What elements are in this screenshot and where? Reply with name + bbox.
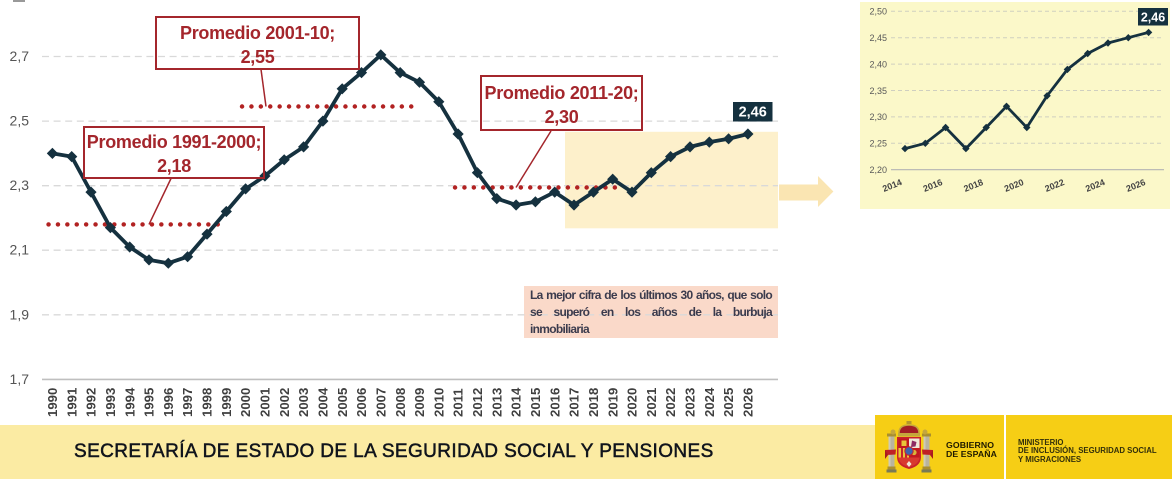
svg-text:2007: 2007 <box>373 388 388 417</box>
svg-text:2005: 2005 <box>335 388 350 417</box>
svg-text:2021: 2021 <box>644 388 659 417</box>
svg-text:2,20: 2,20 <box>869 165 887 175</box>
svg-text:2019: 2019 <box>605 388 620 417</box>
svg-text:1998: 1998 <box>200 388 215 417</box>
svg-text:2004: 2004 <box>316 387 331 417</box>
svg-text:2,25: 2,25 <box>869 139 887 149</box>
svg-text:1991: 1991 <box>64 388 79 417</box>
svg-text:2,1: 2,1 <box>10 242 30 258</box>
svg-text:1996: 1996 <box>161 388 176 417</box>
svg-text:2000: 2000 <box>238 388 253 417</box>
svg-text:2018: 2018 <box>586 388 601 417</box>
svg-text:1990: 1990 <box>45 388 60 417</box>
svg-text:2013: 2013 <box>489 388 504 417</box>
svg-text:2002: 2002 <box>277 388 292 417</box>
svg-text:2024: 2024 <box>702 387 717 417</box>
svg-text:2,30: 2,30 <box>869 112 887 122</box>
svg-text:2026: 2026 <box>741 388 756 417</box>
svg-text:2,7: 2,7 <box>10 48 30 64</box>
svg-text:2016: 2016 <box>547 388 562 417</box>
svg-text:2,50: 2,50 <box>869 7 887 17</box>
svg-text:2,5: 2,5 <box>10 113 30 129</box>
svg-text:2020: 2020 <box>625 388 640 417</box>
svg-text:2,46: 2,46 <box>1141 11 1165 25</box>
svg-text:2009: 2009 <box>412 388 427 417</box>
svg-text:2001: 2001 <box>258 388 273 417</box>
svg-text:2012: 2012 <box>470 388 485 417</box>
svg-text:2022: 2022 <box>663 388 678 417</box>
svg-text:1992: 1992 <box>84 388 99 417</box>
svg-text:2025: 2025 <box>721 388 736 417</box>
svg-text:1994: 1994 <box>122 387 137 417</box>
svg-text:2010: 2010 <box>431 388 446 417</box>
svg-text:2023: 2023 <box>683 388 698 417</box>
svg-text:1999: 1999 <box>219 388 234 417</box>
svg-text:1997: 1997 <box>180 388 195 417</box>
svg-text:2008: 2008 <box>393 388 408 417</box>
svg-text:1993: 1993 <box>103 388 118 417</box>
svg-text:2,3: 2,3 <box>10 177 30 193</box>
svg-text:2011: 2011 <box>451 388 466 417</box>
svg-text:2,46: 2,46 <box>739 105 767 121</box>
svg-text:2,45: 2,45 <box>869 33 887 43</box>
svg-text:2006: 2006 <box>354 388 369 417</box>
svg-text:1,9: 1,9 <box>10 306 30 322</box>
svg-text:2014: 2014 <box>509 387 524 417</box>
svg-text:1,7: 1,7 <box>10 371 30 387</box>
svg-text:1995: 1995 <box>142 388 157 417</box>
svg-text:2,40: 2,40 <box>869 59 887 69</box>
svg-text:2015: 2015 <box>528 388 543 417</box>
svg-text:2,35: 2,35 <box>869 86 887 96</box>
svg-text:2003: 2003 <box>296 388 311 417</box>
svg-text:2017: 2017 <box>567 388 582 417</box>
